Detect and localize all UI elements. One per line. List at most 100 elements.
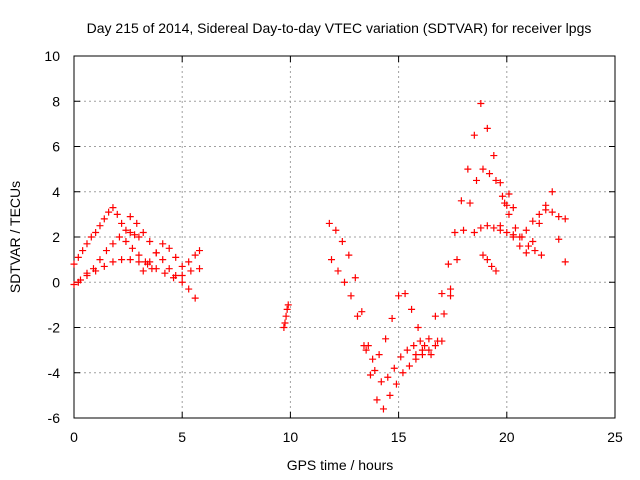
- data-point: [369, 355, 377, 363]
- data-point: [70, 260, 78, 268]
- data-point: [509, 233, 517, 241]
- data-point: [109, 204, 117, 212]
- data-point: [392, 380, 400, 388]
- data-point: [425, 335, 433, 343]
- data-point: [118, 219, 126, 227]
- y-tick-label: -2: [48, 320, 61, 336]
- data-point: [531, 247, 539, 255]
- data-point: [522, 249, 530, 257]
- data-point: [92, 267, 100, 275]
- data-point: [410, 342, 418, 350]
- data-point: [351, 274, 359, 282]
- data-point: [382, 335, 390, 343]
- data-point: [492, 176, 500, 184]
- data-point: [334, 267, 342, 275]
- data-point: [451, 228, 459, 236]
- grid: [74, 56, 615, 418]
- y-tick-label: 4: [52, 184, 60, 200]
- data-point: [281, 319, 289, 327]
- data-point: [122, 226, 130, 234]
- data-point: [535, 219, 543, 227]
- data-point: [196, 247, 204, 255]
- data-point: [421, 342, 429, 350]
- data-point: [152, 249, 160, 257]
- data-point: [470, 131, 478, 139]
- data-point: [185, 285, 193, 293]
- data-point: [100, 262, 108, 270]
- data-point: [345, 251, 353, 259]
- x-tick-label: 0: [70, 429, 78, 445]
- data-point: [96, 222, 104, 230]
- data-point: [128, 244, 136, 252]
- x-tick-label: 5: [178, 429, 186, 445]
- data-point: [109, 258, 117, 266]
- data-point: [535, 210, 543, 218]
- data-point: [377, 378, 385, 386]
- data-point: [505, 190, 513, 198]
- data-point: [122, 238, 130, 246]
- data-point: [74, 253, 82, 261]
- data-point: [485, 170, 493, 178]
- data-point: [284, 301, 292, 309]
- data-point: [479, 165, 487, 173]
- data-point: [488, 262, 496, 270]
- y-tick-label: -4: [48, 365, 61, 381]
- y-axis-label: SDTVAR / TECUs: [7, 181, 23, 293]
- y-tick-label: -6: [48, 410, 61, 426]
- data-point: [373, 396, 381, 404]
- data-point: [135, 251, 143, 259]
- data-point: [131, 231, 139, 239]
- data-point: [79, 247, 87, 255]
- data-point: [196, 265, 204, 273]
- data-point: [516, 233, 524, 241]
- data-point: [371, 366, 379, 374]
- data-point: [126, 213, 134, 221]
- y-tick-label: 10: [44, 48, 60, 64]
- data-point: [282, 312, 290, 320]
- data-point: [113, 210, 121, 218]
- y-tick-label: 6: [52, 139, 60, 155]
- data-point: [447, 292, 455, 300]
- data-point: [473, 176, 481, 184]
- data-point: [328, 256, 336, 264]
- data-point: [548, 208, 556, 216]
- data-point: [537, 251, 545, 259]
- data-point: [109, 240, 117, 248]
- data-point: [529, 238, 537, 246]
- data-point: [399, 369, 407, 377]
- data-point: [360, 342, 368, 350]
- data-point: [427, 351, 435, 359]
- data-point: [496, 179, 504, 187]
- data-point: [96, 256, 104, 264]
- data-point: [366, 371, 374, 379]
- data-point: [146, 258, 154, 266]
- data-point: [353, 312, 361, 320]
- data-point: [548, 188, 556, 196]
- data-point: [511, 224, 519, 232]
- data-point: [503, 228, 511, 236]
- data-point: [457, 197, 465, 205]
- data-point: [133, 219, 141, 227]
- data-point: [477, 224, 485, 232]
- data-point: [561, 215, 569, 223]
- data-point: [126, 228, 134, 236]
- data-point: [555, 213, 563, 221]
- x-tick-label: 20: [499, 429, 515, 445]
- y-tick-label: 2: [52, 229, 60, 245]
- data-point: [431, 312, 439, 320]
- x-axis-label: GPS time / hours: [287, 457, 394, 473]
- data-point: [416, 337, 424, 345]
- data-point: [384, 373, 392, 381]
- axis-ticks: [73, 55, 616, 419]
- data-point: [466, 199, 474, 207]
- data-point: [187, 267, 195, 275]
- data-point: [152, 265, 160, 273]
- y-tick-label: 8: [52, 93, 60, 109]
- data-point: [379, 405, 387, 413]
- data-point: [464, 165, 472, 173]
- data-point: [390, 364, 398, 372]
- data-point: [470, 228, 478, 236]
- data-point: [403, 346, 411, 354]
- data-point: [529, 217, 537, 225]
